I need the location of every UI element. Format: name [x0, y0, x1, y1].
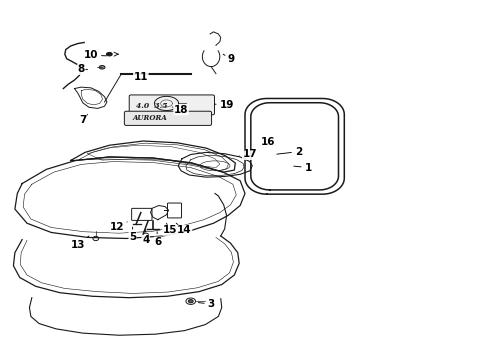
Text: 5: 5 — [129, 227, 136, 242]
Ellipse shape — [188, 300, 193, 303]
Text: 19: 19 — [215, 100, 234, 110]
Text: 10: 10 — [84, 50, 107, 60]
Text: 12: 12 — [109, 222, 127, 232]
Text: AURORA: AURORA — [133, 114, 168, 122]
Text: 16: 16 — [261, 137, 275, 147]
Text: 8: 8 — [77, 64, 88, 75]
Text: 6: 6 — [154, 232, 161, 247]
Ellipse shape — [106, 53, 112, 56]
Text: 13: 13 — [71, 236, 89, 249]
Text: 11: 11 — [134, 72, 148, 81]
Text: 1: 1 — [294, 163, 312, 172]
Text: 18: 18 — [172, 105, 188, 115]
Text: 4.0  3.5: 4.0 3.5 — [137, 102, 168, 110]
Text: 3: 3 — [198, 299, 215, 309]
Text: 17: 17 — [239, 149, 257, 159]
Text: 7: 7 — [79, 114, 88, 125]
Text: 14: 14 — [176, 223, 192, 235]
FancyBboxPatch shape — [124, 111, 212, 125]
Text: 4: 4 — [142, 230, 149, 245]
Text: 9: 9 — [223, 54, 235, 64]
FancyBboxPatch shape — [129, 95, 215, 115]
Ellipse shape — [99, 66, 105, 69]
Text: 15: 15 — [163, 223, 177, 235]
Text: 2: 2 — [277, 147, 302, 157]
